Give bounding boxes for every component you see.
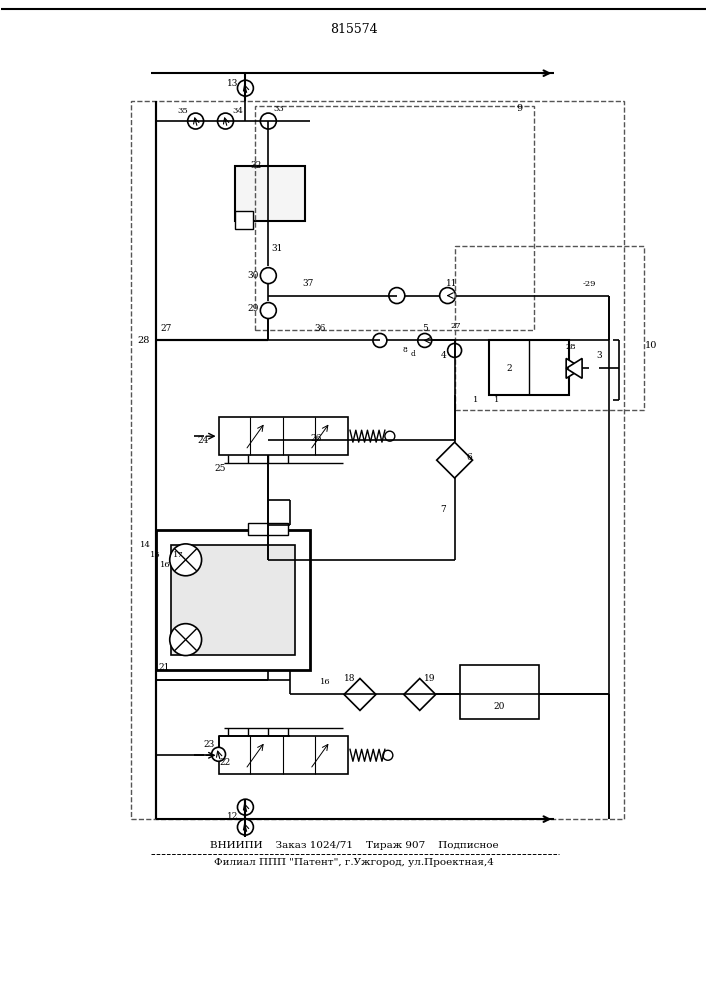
Bar xyxy=(460,665,539,719)
Bar xyxy=(218,736,348,774)
Circle shape xyxy=(211,747,226,761)
Bar xyxy=(248,523,288,535)
Circle shape xyxy=(238,799,253,815)
Polygon shape xyxy=(344,679,376,710)
Text: 9: 9 xyxy=(516,104,522,113)
Text: 27: 27 xyxy=(160,324,171,333)
Text: 37: 37 xyxy=(303,279,314,288)
Text: 26: 26 xyxy=(310,434,322,443)
Bar xyxy=(235,211,253,229)
Text: Филиал ППП "Патент", г.Ужгород, ул.Проектная,4: Филиал ППП "Патент", г.Ужгород, ул.Проек… xyxy=(214,858,494,867)
Circle shape xyxy=(418,333,432,347)
Text: 25: 25 xyxy=(215,464,226,473)
Text: 12: 12 xyxy=(227,812,238,821)
Bar xyxy=(131,101,624,819)
Circle shape xyxy=(440,288,455,304)
Text: 28: 28 xyxy=(566,343,576,351)
Circle shape xyxy=(385,431,395,441)
Text: 17: 17 xyxy=(173,551,184,559)
Text: 7: 7 xyxy=(440,505,445,514)
Text: 27: 27 xyxy=(450,322,461,330)
Text: 5: 5 xyxy=(422,324,428,333)
Bar xyxy=(255,106,534,330)
Text: 10: 10 xyxy=(645,341,657,350)
Circle shape xyxy=(383,750,393,760)
Text: 2: 2 xyxy=(507,364,512,373)
Text: 11: 11 xyxy=(446,279,457,288)
Circle shape xyxy=(170,544,201,576)
Text: -29: -29 xyxy=(583,280,596,288)
Text: 21: 21 xyxy=(158,663,170,672)
Text: 29: 29 xyxy=(247,304,259,313)
Circle shape xyxy=(218,113,233,129)
Circle shape xyxy=(260,113,276,129)
Text: 15: 15 xyxy=(151,551,161,559)
Text: 19: 19 xyxy=(424,674,436,683)
Text: d: d xyxy=(410,350,415,358)
Text: 31: 31 xyxy=(271,244,283,253)
Text: 1: 1 xyxy=(493,396,499,404)
Text: 16: 16 xyxy=(320,678,330,686)
Bar xyxy=(170,545,296,655)
Bar xyxy=(235,166,305,221)
Bar xyxy=(489,340,569,395)
Text: 30: 30 xyxy=(247,271,259,280)
Text: 36: 36 xyxy=(315,324,326,333)
Text: 24: 24 xyxy=(198,436,209,445)
Text: 18: 18 xyxy=(344,674,356,683)
Bar xyxy=(218,417,348,455)
Text: 6: 6 xyxy=(467,453,472,462)
Bar xyxy=(156,530,310,670)
Circle shape xyxy=(260,303,276,319)
Text: ВНИИПИ    Заказ 1024/71    Тираж 907    Подписное: ВНИИПИ Заказ 1024/71 Тираж 907 Подписное xyxy=(210,841,498,850)
Text: 815574: 815574 xyxy=(330,23,378,36)
Polygon shape xyxy=(566,358,582,378)
Circle shape xyxy=(187,113,204,129)
Text: 3: 3 xyxy=(596,351,602,360)
Text: 33: 33 xyxy=(273,105,284,113)
Text: 14: 14 xyxy=(141,541,151,549)
Circle shape xyxy=(448,343,462,357)
Text: 1: 1 xyxy=(473,396,478,404)
Circle shape xyxy=(238,819,253,835)
Text: 32: 32 xyxy=(251,161,262,170)
Text: 35: 35 xyxy=(177,107,188,115)
Text: 16: 16 xyxy=(160,561,171,569)
Circle shape xyxy=(170,624,201,656)
Circle shape xyxy=(238,80,253,96)
Text: 8: 8 xyxy=(402,346,407,354)
Text: 34: 34 xyxy=(232,107,243,115)
Text: 13: 13 xyxy=(227,79,238,88)
Text: 4: 4 xyxy=(440,351,447,360)
Circle shape xyxy=(389,288,405,304)
Circle shape xyxy=(260,268,276,284)
Polygon shape xyxy=(437,442,472,478)
Text: 20: 20 xyxy=(493,702,505,711)
Text: 28: 28 xyxy=(138,336,150,345)
Polygon shape xyxy=(566,358,582,378)
Text: 22: 22 xyxy=(220,758,231,767)
Bar xyxy=(455,246,644,410)
Polygon shape xyxy=(404,679,436,710)
Text: 23: 23 xyxy=(203,740,214,749)
Bar xyxy=(156,530,310,670)
Circle shape xyxy=(373,333,387,347)
